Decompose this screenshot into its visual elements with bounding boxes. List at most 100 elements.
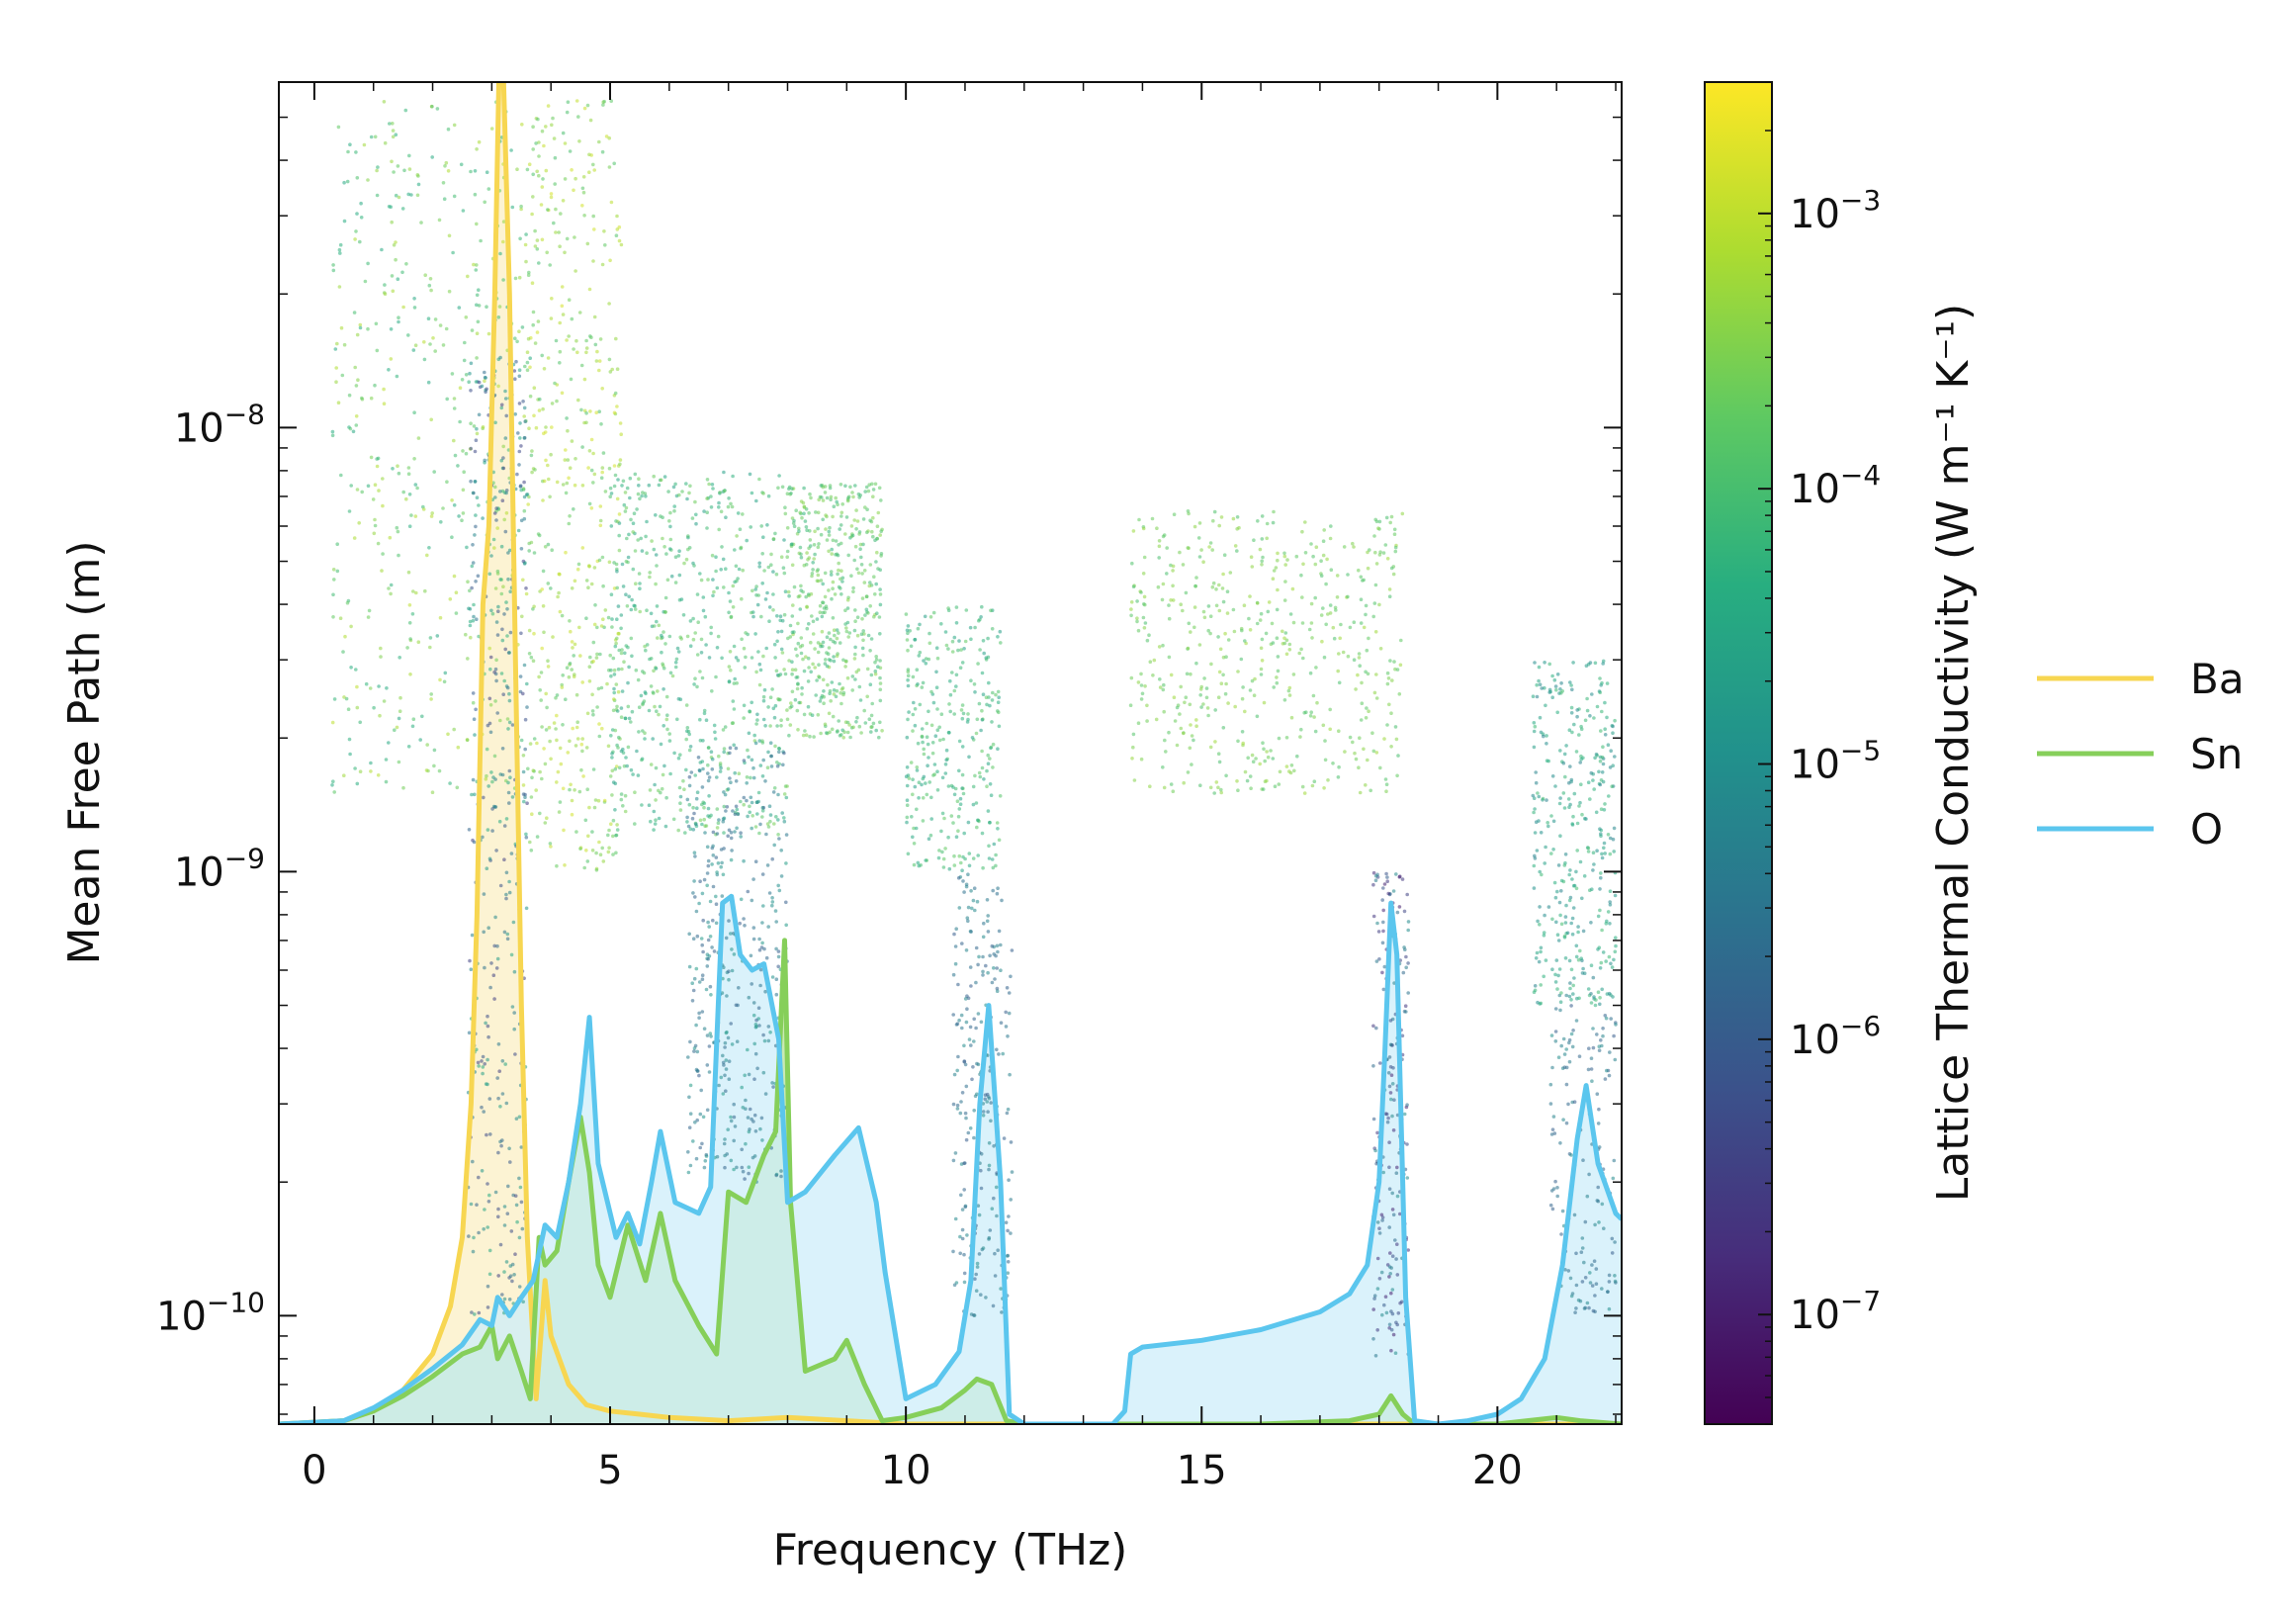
scatter-point [699,578,704,583]
scatter-point [1187,621,1192,626]
scatter-point [956,1054,960,1059]
scatter-point [989,793,994,797]
scatter-point [1240,628,1244,633]
scatter-point [823,662,828,666]
scatter-point [687,932,691,937]
scatter-point [753,825,758,829]
scatter-point [756,593,760,597]
scatter-point [550,123,554,128]
scatter-point [723,792,728,797]
scatter-point [952,792,957,797]
scatter-point [963,1111,968,1116]
scatter-point [785,549,790,554]
scatter-point [988,953,992,958]
scatter-point [546,665,551,669]
series-lines [279,82,1622,1424]
scatter-point [740,1165,745,1170]
scatter-point [698,879,702,883]
scatter-point [673,581,678,584]
scatter-point [1582,1260,1586,1265]
scatter-point [509,952,514,957]
scatter-point [933,734,938,738]
scatter-point [406,333,410,337]
scatter-point [622,502,627,507]
scatter-point [1551,848,1555,852]
scatter-point [996,827,1000,831]
scatter-point [435,107,440,111]
scatter-point [332,790,337,794]
scatter-point [527,494,531,499]
scatter-point [335,341,339,346]
scatter-point [485,305,488,310]
scatter-point [733,676,737,681]
scatter-point [619,432,623,437]
scatter-point [601,859,606,863]
scatter-point [468,623,473,628]
scatter-point [499,544,504,549]
scatter-point [655,619,659,624]
scatter-point [796,594,801,599]
scatter-point [591,162,595,167]
scatter-point [825,495,830,500]
scatter-point [1321,553,1326,558]
scatter-point [514,1203,519,1208]
scatter-point [850,674,855,678]
scatter-point [1233,704,1237,709]
scatter-point [1555,933,1560,937]
scatter-point [593,798,598,802]
scatter-point [1370,731,1374,735]
scatter-point [1283,563,1287,567]
scatter-point [1157,539,1162,543]
scatter-point [1235,549,1239,553]
scatter-point [792,524,797,528]
scatter-point [1374,751,1379,755]
scatter-point [1395,1194,1400,1199]
scatter-point [1538,923,1542,927]
scatter-point [976,818,980,823]
scatter-point [580,737,584,741]
scatter-point [830,547,834,552]
scatter-point [486,1182,489,1186]
scatter-point [707,656,712,660]
scatter-point [613,766,618,771]
scatter-point [825,635,830,639]
scatter-point [708,899,713,904]
scatter-point [987,1163,992,1168]
scatter-point [1233,544,1238,548]
scatter-point [999,1287,1003,1291]
scatter-point [695,684,699,689]
scatter-point [930,751,935,756]
scatter-point [810,713,815,717]
scatter-point [693,773,697,777]
scatter-point [524,259,528,264]
scatter-point [522,516,527,521]
scatter-point [587,170,591,174]
scatter-point [1380,1312,1384,1317]
scatter-point [1569,705,1574,710]
scatter-point [695,592,700,596]
scatter-point [1267,600,1272,604]
scatter-point [748,1107,752,1112]
scatter-point [1571,983,1575,988]
scatter-point [1235,779,1239,783]
scatter-point [555,713,559,718]
scatter-point [1333,605,1338,610]
scatter-point [673,555,678,559]
scatter-point [1550,1207,1555,1211]
scatter-point [1387,1322,1392,1327]
series-line-o [279,893,1622,1424]
scatter-point [1588,1281,1593,1285]
scatter-point [673,482,677,487]
scatter-point [856,571,861,576]
scatter-point [1385,681,1390,686]
scatter-point [958,1251,962,1256]
scatter-point [1375,1130,1379,1135]
scatter-point [1265,778,1269,783]
scatter-point [612,161,616,166]
scatter-point [762,687,767,692]
scatter-point [802,486,806,491]
scatter-point [497,819,502,824]
scatter-point [387,205,392,209]
scatter-point [747,1072,751,1077]
scatter-point [964,1137,969,1142]
